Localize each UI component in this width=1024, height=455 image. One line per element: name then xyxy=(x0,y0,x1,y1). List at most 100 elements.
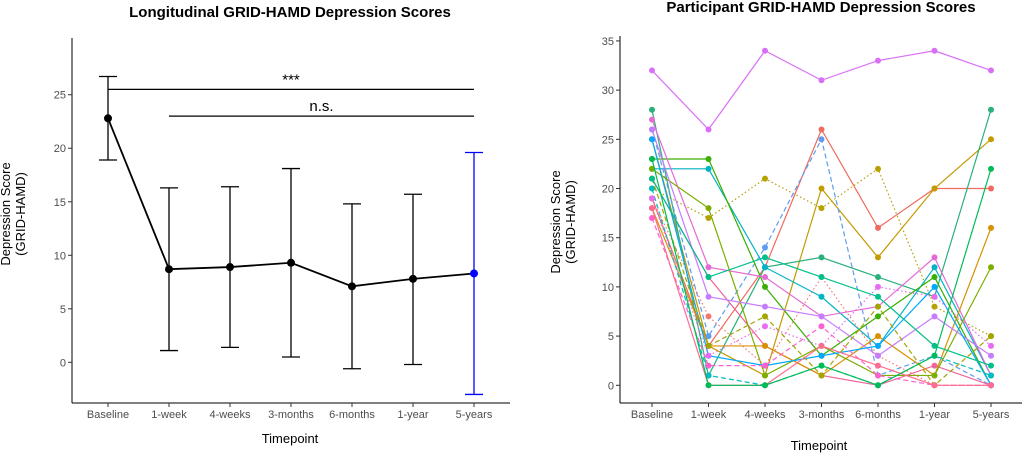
participant-point xyxy=(649,106,655,113)
participant-point xyxy=(705,333,712,340)
participant-point xyxy=(762,274,768,281)
mean-point xyxy=(287,258,295,267)
participant-point xyxy=(649,215,655,222)
participant-series xyxy=(649,165,994,340)
participant-point xyxy=(649,67,655,74)
participant-point xyxy=(818,254,825,261)
y-tick-label: 15 xyxy=(54,197,66,209)
chart-title: Longitudinal GRID-HAMD Depression Scores xyxy=(129,4,451,21)
participant-point xyxy=(705,313,712,320)
chart-title: Participant GRID-HAMD Depression Scores xyxy=(666,0,975,16)
y-tick-label: 0 xyxy=(60,357,66,369)
y-tick-label: 5 xyxy=(60,304,66,316)
participant-point xyxy=(931,47,938,54)
mean-point xyxy=(348,282,356,291)
participant-point xyxy=(762,264,768,271)
participant-point xyxy=(875,382,881,389)
y-axis-label-line: (GRID-HAMD) xyxy=(563,180,578,264)
participant-point xyxy=(818,362,825,369)
participant-point xyxy=(875,254,881,261)
participant-point xyxy=(931,352,938,359)
participant-point xyxy=(705,264,712,271)
mean-point xyxy=(165,265,173,274)
y-axis-label-line: (GRID-HAMD) xyxy=(13,172,28,256)
participant-point xyxy=(649,155,655,162)
participant-point xyxy=(818,274,825,281)
participant-point xyxy=(875,342,881,349)
participant-line xyxy=(651,49,992,131)
participant-point xyxy=(705,362,712,369)
participant-point xyxy=(875,362,881,369)
participant-point xyxy=(875,224,881,231)
participant-point xyxy=(931,293,938,300)
participant-point xyxy=(649,136,655,143)
participant-point xyxy=(649,205,655,212)
participant-point xyxy=(931,185,938,192)
participant-point xyxy=(988,352,994,359)
x-tick-label: 1-week xyxy=(691,409,727,421)
participant-point xyxy=(818,372,825,379)
y-axis-label: Depression Score(GRID-HAMD) xyxy=(548,170,578,273)
x-tick-label: 4-weeks xyxy=(745,409,786,421)
x-tick-label: Baseline xyxy=(87,409,129,421)
participant-point xyxy=(931,254,938,261)
participant-series xyxy=(649,126,994,359)
participant-point xyxy=(762,382,768,389)
participant-point xyxy=(705,126,712,133)
x-tick-label: 6-months xyxy=(855,409,901,421)
participant-point xyxy=(762,303,768,310)
participant-point xyxy=(705,352,712,359)
participant-point xyxy=(988,333,994,340)
participant-point xyxy=(988,372,994,379)
participant-point xyxy=(875,57,881,64)
significance-label: *** xyxy=(282,71,300,88)
participant-point xyxy=(875,274,881,281)
mean-point xyxy=(470,269,478,278)
participant-point xyxy=(649,195,655,202)
participant-point xyxy=(818,342,825,349)
y-tick-label: 20 xyxy=(54,143,66,155)
participant-point xyxy=(988,136,994,143)
participant-point xyxy=(705,165,712,172)
x-tick-label: 3-months xyxy=(268,409,314,421)
participant-point xyxy=(818,205,825,212)
participant-point xyxy=(988,67,994,74)
participant-point xyxy=(988,362,994,369)
participant-point xyxy=(988,106,994,113)
participant-point xyxy=(705,342,712,349)
x-tick-label: 1-year xyxy=(397,409,429,421)
x-tick-label: 3-months xyxy=(799,409,845,421)
participant-point xyxy=(875,372,881,379)
participant-point xyxy=(875,303,881,310)
participant-series xyxy=(649,106,994,379)
participant-point xyxy=(875,352,881,359)
participant-point xyxy=(931,342,938,349)
y-tick-label: 25 xyxy=(602,134,614,146)
participant-series xyxy=(649,155,994,389)
participant-point xyxy=(705,382,712,389)
participant-point xyxy=(931,313,938,320)
participant-point xyxy=(649,175,655,182)
significance-label: n.s. xyxy=(309,98,333,115)
participant-point xyxy=(875,293,881,300)
mean-point xyxy=(226,263,234,272)
participant-point xyxy=(875,333,881,340)
participant-point xyxy=(988,342,994,349)
participant-point xyxy=(762,323,768,330)
y-tick-label: 15 xyxy=(602,233,614,245)
x-tick-label: 1-week xyxy=(151,409,187,421)
x-tick-label: 1-year xyxy=(919,409,951,421)
participant-line xyxy=(651,129,992,357)
participant-point xyxy=(818,352,825,359)
participant-point xyxy=(649,185,655,192)
x-axis-label: Timepoint xyxy=(262,431,319,446)
participant-point xyxy=(988,382,994,389)
chart-2: Participant GRID-HAMD Depression Scores 0… xyxy=(548,0,1022,453)
participant-point xyxy=(931,283,938,290)
participant-point xyxy=(931,382,938,389)
participant-series xyxy=(649,175,994,369)
y-axis-label-line: Depression Score xyxy=(0,162,13,265)
participant-point xyxy=(931,274,938,281)
participant-point xyxy=(762,313,768,320)
